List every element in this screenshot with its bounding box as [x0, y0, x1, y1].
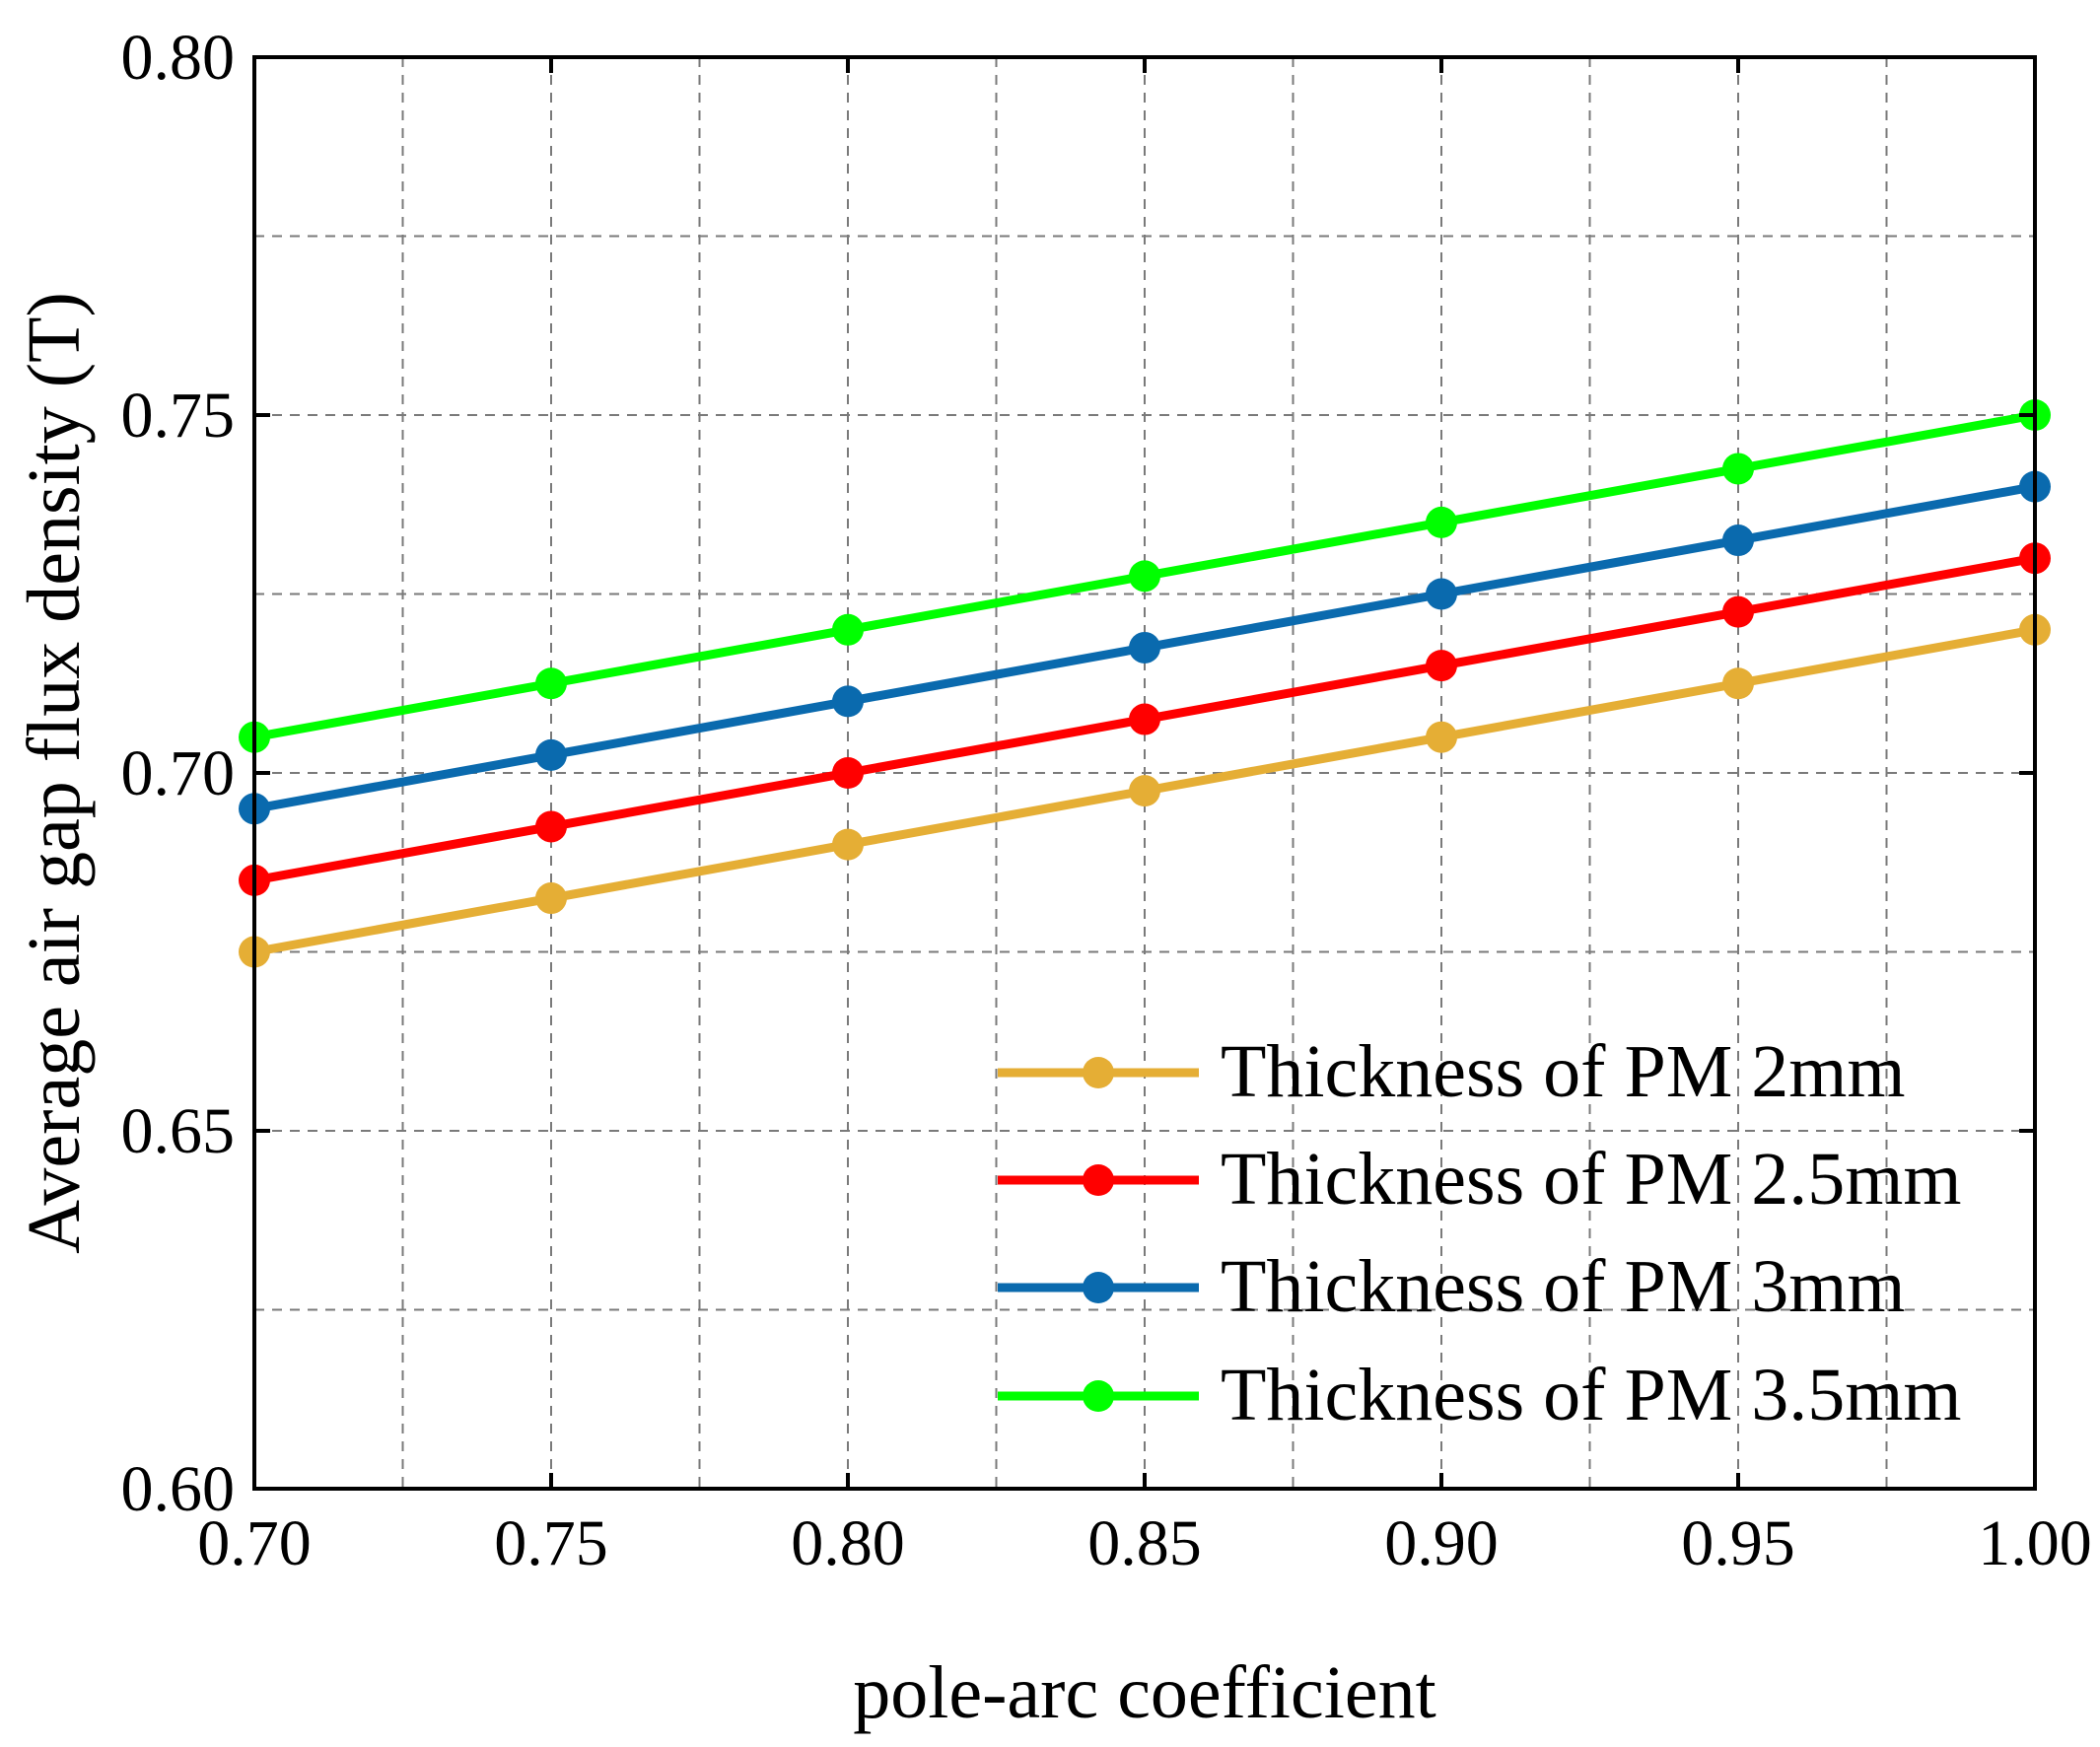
- data-point: [832, 613, 864, 646]
- data-point: [1722, 595, 1754, 628]
- legend-entry-3-5mm: Thickness of PM 3.5mm: [998, 1354, 1962, 1436]
- data-point: [535, 738, 567, 771]
- y-tick-label: 0.70: [121, 737, 236, 809]
- legend-marker-3mm: [1083, 1272, 1114, 1303]
- legend-entry-2-5mm: Thickness of PM 2.5mm: [998, 1138, 1962, 1221]
- series-layer: [239, 399, 2051, 968]
- data-point: [1722, 453, 1754, 485]
- x-tick-label: 0.75: [494, 1507, 608, 1579]
- data-point: [1129, 703, 1160, 735]
- y-tick-label: 0.75: [121, 380, 236, 452]
- data-point: [1129, 560, 1160, 593]
- legend-label-3-5mm: Thickness of PM 3.5mm: [1221, 1354, 1962, 1436]
- data-point: [535, 810, 567, 843]
- data-point: [535, 882, 567, 915]
- data-point: [1426, 506, 1457, 538]
- x-tick-label: 0.85: [1087, 1507, 1202, 1579]
- x-axis-tick-labels: 0.70 0.75 0.80 0.85 0.90 0.95 1.00: [197, 1507, 2092, 1579]
- x-tick-label: 0.90: [1384, 1507, 1499, 1579]
- legend-entry-2mm: Thickness of PM 2mm: [998, 1030, 1906, 1113]
- x-axis-title: pole-arc coefficient: [853, 1651, 1435, 1734]
- grid: [254, 57, 2035, 1489]
- series-2: [239, 542, 2051, 896]
- y-tick-label: 0.65: [121, 1095, 236, 1167]
- data-point: [1426, 650, 1457, 682]
- legend-marker-2mm: [1083, 1057, 1114, 1088]
- x-tick-label: 0.95: [1681, 1507, 1795, 1579]
- data-point: [832, 757, 864, 789]
- series-3: [239, 470, 2051, 825]
- data-point: [1722, 524, 1754, 557]
- x-tick-label: 0.70: [197, 1507, 312, 1579]
- legend-label-2mm: Thickness of PM 2mm: [1221, 1030, 1906, 1113]
- series-4: [239, 399, 2051, 753]
- legend-marker-2-5mm: [1083, 1164, 1114, 1196]
- legend-label-2-5mm: Thickness of PM 2.5mm: [1221, 1138, 1962, 1221]
- y-tick-label: 0.80: [121, 22, 236, 94]
- data-point: [1129, 631, 1160, 664]
- y-axis-tick-labels: 0.60 0.65 0.70 0.75 0.80: [121, 22, 236, 1525]
- legend-entry-3mm: Thickness of PM 3mm: [998, 1245, 1906, 1328]
- data-point: [832, 828, 864, 861]
- data-point: [535, 667, 567, 700]
- y-tick-label: 0.60: [121, 1453, 236, 1525]
- x-tick-label: 1.00: [1978, 1507, 2092, 1579]
- y-axis-title: Average air gap flux density (T): [13, 292, 96, 1254]
- data-point: [1426, 721, 1457, 753]
- data-point: [1129, 775, 1160, 807]
- data-point: [832, 685, 864, 718]
- legend: Thickness of PM 2mm Thickness of PM 2.5m…: [998, 1030, 1962, 1436]
- data-point: [1722, 667, 1754, 700]
- legend-marker-3-5mm: [1083, 1380, 1114, 1412]
- legend-label-3mm: Thickness of PM 3mm: [1221, 1245, 1906, 1328]
- data-point: [1426, 578, 1457, 610]
- axis-ticks: [252, 55, 2037, 1491]
- x-tick-label: 0.80: [791, 1507, 905, 1579]
